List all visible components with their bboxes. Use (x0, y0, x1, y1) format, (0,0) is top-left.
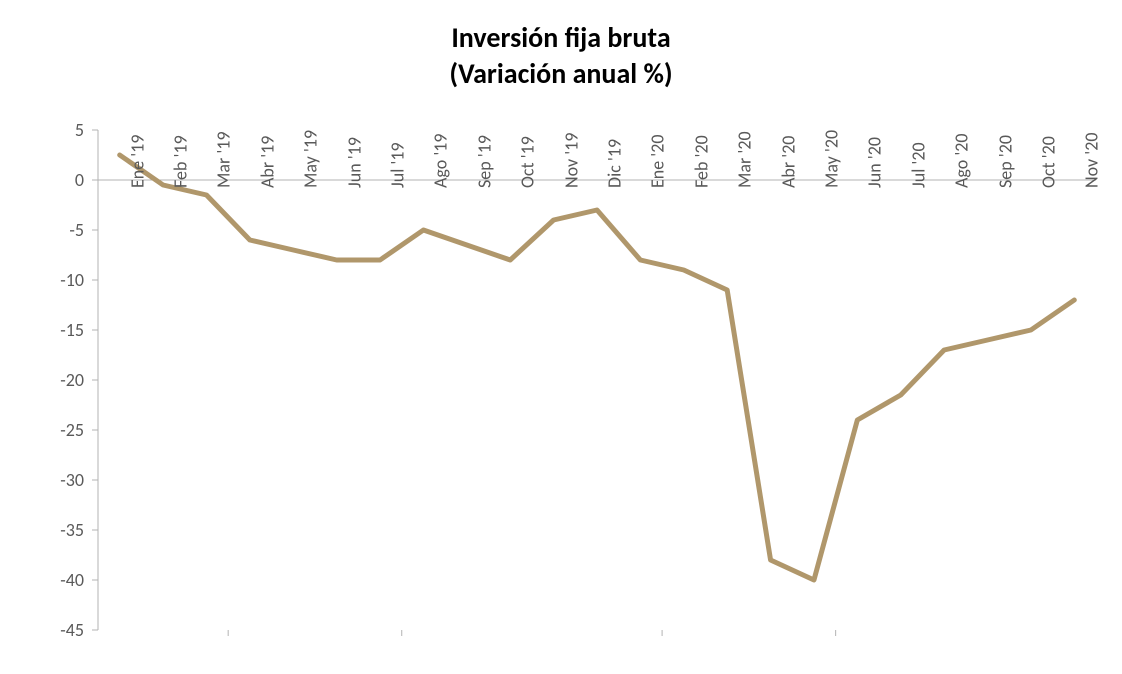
y-tick-label: -35 (0, 519, 84, 541)
x-tick-label: Nov '20 (1081, 133, 1103, 188)
x-tick-label: Sep '19 (473, 135, 495, 188)
y-tick-label: 0 (0, 169, 84, 191)
y-tick-label: -15 (0, 319, 84, 341)
line-chart: Inversión fija bruta (Variación anual %)… (0, 0, 1122, 674)
chart-svg (0, 0, 1122, 674)
x-tick-label: Mar '20 (733, 131, 755, 188)
y-tick-label: -30 (0, 469, 84, 491)
x-tick-label: Sep '20 (994, 135, 1016, 188)
x-tick-label: Ago '19 (430, 133, 452, 188)
x-tick-label: Ene '19 (126, 135, 148, 189)
y-tick-label: -10 (0, 269, 84, 291)
x-tick-label: Nov '19 (560, 133, 582, 188)
x-tick-label: May '19 (300, 130, 322, 188)
x-tick-label: Jun '20 (864, 137, 886, 188)
y-tick-label: -40 (0, 569, 84, 591)
x-tick-label: Oct '20 (1037, 136, 1059, 188)
y-tick-label: -20 (0, 369, 84, 391)
x-tick-label: Mar '19 (213, 131, 235, 188)
y-tick-label: 5 (0, 119, 84, 141)
x-tick-label: May '20 (820, 130, 842, 188)
x-tick-label: Ene '20 (647, 135, 669, 189)
x-tick-label: Jun '19 (343, 137, 365, 188)
x-tick-label: Abr '20 (777, 136, 799, 188)
y-tick-label: -5 (0, 219, 84, 241)
x-tick-label: Jul '19 (386, 142, 408, 188)
x-tick-label: Oct '19 (517, 136, 539, 188)
y-tick-label: -25 (0, 419, 84, 441)
x-tick-label: Ago '20 (950, 133, 972, 188)
x-tick-label: Feb '19 (169, 135, 191, 188)
x-tick-label: Dic '19 (603, 139, 625, 188)
y-tick-label: -45 (0, 619, 84, 641)
x-tick-label: Jul '20 (907, 142, 929, 188)
x-tick-label: Abr '19 (256, 136, 278, 188)
x-tick-label: Feb '20 (690, 135, 712, 188)
